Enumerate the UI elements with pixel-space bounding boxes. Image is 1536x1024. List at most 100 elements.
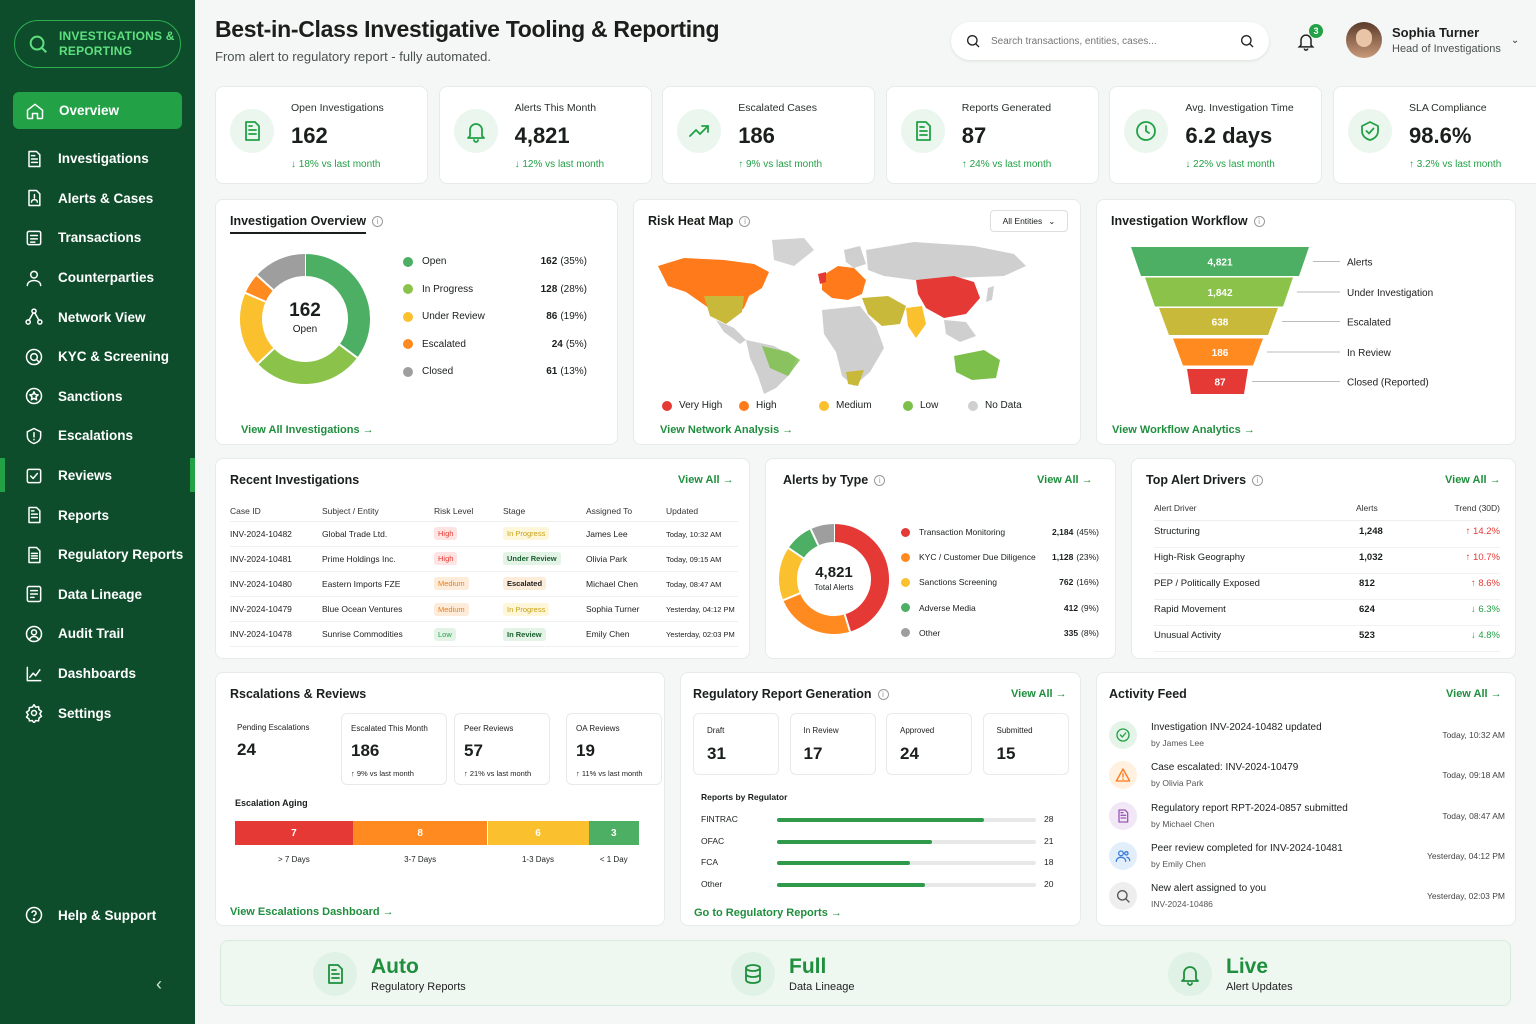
sidebar-item-sanctions[interactable]: Sanctions: [0, 377, 195, 417]
go-to-regulatory-reports-link[interactable]: Go to Regulatory Reports →: [694, 907, 842, 919]
info-icon[interactable]: i: [874, 475, 886, 486]
sidebar-item-settings[interactable]: Settings: [0, 693, 195, 733]
donut-segment[interactable]: [256, 254, 306, 291]
sidebar-item-overview[interactable]: Overview: [13, 92, 182, 129]
donut-segment[interactable]: [304, 254, 370, 358]
kpi-card[interactable]: Alerts This Month 4,821 ↓ 12% vs last mont…: [438, 86, 652, 184]
driver-row[interactable]: Structuring 1,248 ↑ 14.2%: [1154, 526, 1500, 548]
escalation-stat-card[interactable]: OA Reviews 19 ↑ 11% vs last month: [566, 713, 662, 785]
info-icon[interactable]: i: [372, 216, 384, 227]
funnel-stage[interactable]: [1145, 277, 1293, 307]
sidebar-item-alerts-cases[interactable]: Alerts & Cases: [0, 179, 195, 219]
sidebar-item-escalations[interactable]: Escalations: [0, 416, 195, 456]
view-workflow-analytics-link[interactable]: View Workflow Analytics →: [1112, 424, 1255, 436]
regulator-bar-fill[interactable]: [777, 861, 911, 866]
aging-segment[interactable]: 6: [487, 821, 589, 845]
donut-segment[interactable]: [833, 524, 889, 632]
legend-dot: [819, 400, 829, 411]
view-all-activity-link[interactable]: View All →: [1446, 688, 1502, 700]
sidebar-item-kyc-screening[interactable]: KYC & Screening: [0, 337, 195, 377]
table-row[interactable]: INV-2024-10479 Blue Ocean Ventures Medium I…: [230, 596, 738, 623]
donut-segment[interactable]: [240, 292, 275, 364]
sidebar-item-reports[interactable]: Reports: [0, 495, 195, 535]
view-all-regulatory-link[interactable]: View All →: [1011, 688, 1067, 700]
help-support-link[interactable]: Help & Support: [24, 905, 156, 925]
search-input[interactable]: [991, 35, 1239, 47]
view-all-alerts-link[interactable]: View All →: [1037, 474, 1093, 486]
page-subtitle: From alert to regulatory report - fully …: [215, 49, 492, 64]
donut-segment[interactable]: [788, 529, 819, 559]
activity-item[interactable]: Case escalated: INV-2024-10479 by Olivia …: [1109, 758, 1505, 794]
sidebar-item-counterparties[interactable]: Counterparties: [0, 258, 195, 298]
sidebar-item-dashboards[interactable]: Dashboards: [0, 654, 195, 694]
sidebar-item-regulatory-reports[interactable]: Regulatory Reports: [0, 535, 195, 575]
view-all-investigations-table-link[interactable]: View All →: [678, 474, 734, 486]
regulator-bar-fill[interactable]: [777, 818, 985, 822]
activity-item[interactable]: New alert assigned to you INV-2024-10486 Y…: [1109, 879, 1505, 915]
kpi-card[interactable]: Avg. Investigation Time 6.2 days ↓ 22% vs …: [1109, 86, 1323, 184]
regulatory-stat-card[interactable]: In Review 17: [789, 713, 876, 775]
driver-row[interactable]: Rapid Movement 624 ↓ 6.3%: [1154, 604, 1500, 626]
activity-item[interactable]: Regulatory report RPT-2024-0857 submitte…: [1109, 799, 1505, 835]
kpi-card[interactable]: Reports Generated 87 ↑ 24% vs last month: [885, 86, 1099, 184]
funnel-stage[interactable]: [1159, 308, 1278, 335]
driver-row[interactable]: PEP / Politically Exposed 812 ↑ 8.6%: [1154, 578, 1500, 600]
escalation-stat-card[interactable]: Escalated This Month 186 ↑ 9% vs last mont…: [341, 713, 447, 785]
app-logo[interactable]: INVESTIGATIONS & REPORTING: [14, 20, 181, 68]
donut-segment[interactable]: [257, 344, 358, 384]
sidebar-item-transactions[interactable]: Transactions: [0, 218, 195, 258]
funnel-stage[interactable]: [1173, 338, 1263, 366]
kpi-card[interactable]: Escalated Cases 186 ↑ 9% vs last month: [662, 86, 876, 184]
funnel-stage[interactable]: [1131, 247, 1309, 276]
regulatory-stat-card[interactable]: Submitted 15: [982, 713, 1069, 775]
kpi-card[interactable]: SLA Compliance 98.6% ↑ 3.2% vs last month: [1333, 86, 1536, 184]
regulator-bar-fill[interactable]: [777, 839, 933, 844]
notification-bell-icon[interactable]: [1296, 30, 1316, 52]
regulatory-stat-card[interactable]: Approved 24: [886, 713, 972, 775]
sidebar-item-network-view[interactable]: Network View: [0, 297, 195, 337]
donut-segment[interactable]: [245, 275, 274, 303]
regulator-bar-fill[interactable]: [777, 883, 925, 888]
table-row[interactable]: INV-2024-10480 Eastern Imports FZE Medium E…: [230, 571, 738, 598]
info-icon[interactable]: i: [1252, 475, 1264, 486]
sidebar-item-data-lineage[interactable]: Data Lineage: [0, 575, 195, 615]
stage-badge: In Review: [503, 627, 546, 641]
table-row[interactable]: INV-2024-10482 Global Trade Ltd. High In Pr…: [230, 521, 738, 547]
page-header: Best-in-Class Investigative Tooling & Re…: [215, 16, 720, 64]
table-row[interactable]: INV-2024-10481 Prime Holdings Inc. High Und…: [230, 546, 738, 572]
sidebar-item-reviews[interactable]: Reviews: [0, 456, 195, 496]
donut-segment[interactable]: [810, 524, 835, 546]
driver-row[interactable]: High-Risk Geography 1,032 ↑ 10.7%: [1154, 552, 1500, 574]
entity-filter-select[interactable]: All Entities ⌄: [990, 210, 1068, 232]
escalation-stat-card[interactable]: Pending Escalations 24: [228, 713, 334, 785]
regulatory-stat-card[interactable]: Draft 31: [693, 713, 779, 775]
collapse-sidebar-button[interactable]: ‹: [156, 974, 162, 994]
funnel-stage[interactable]: [1187, 369, 1248, 394]
sidebar-item-investigations[interactable]: Investigations: [0, 139, 195, 179]
donut-segment[interactable]: [783, 592, 850, 634]
info-icon[interactable]: i: [877, 689, 889, 700]
view-all-drivers-link[interactable]: View All →: [1445, 474, 1501, 486]
kpi-card[interactable]: Open Investigations 162 ↓ 18% vs last mont…: [215, 86, 428, 184]
sidebar-item-audit-trail[interactable]: Audit Trail: [0, 614, 195, 654]
aging-segment[interactable]: 8: [352, 821, 488, 845]
donut-segment[interactable]: [779, 548, 804, 601]
info-icon[interactable]: i: [739, 216, 751, 227]
legend-dot: [901, 628, 910, 638]
info-icon[interactable]: i: [1253, 216, 1265, 227]
activity-item[interactable]: Peer review completed for INV-2024-10481…: [1109, 839, 1505, 875]
user-menu[interactable]: Sophia Turner Head of Investigations ⌄: [1346, 22, 1519, 58]
world-map[interactable]: [654, 236, 1034, 396]
view-escalations-dashboard-link[interactable]: View Escalations Dashboard →: [230, 906, 394, 918]
aging-segment[interactable]: 3: [588, 821, 639, 845]
table-row[interactable]: INV-2024-10478 Sunrise Commodities Low In R…: [230, 621, 738, 648]
activity-item[interactable]: Investigation INV-2024-10482 updated by J…: [1109, 718, 1505, 754]
aging-segment[interactable]: 7: [235, 821, 353, 845]
kpi-label: SLA Compliance: [1409, 102, 1487, 114]
view-all-investigations-link[interactable]: View All Investigations →: [241, 424, 374, 436]
search-submit-icon[interactable]: [1239, 33, 1255, 49]
view-network-analysis-link[interactable]: View Network Analysis →: [660, 424, 794, 436]
activity-by: by James Lee: [1151, 738, 1204, 748]
driver-row[interactable]: Unusual Activity 523 ↓ 4.8%: [1154, 630, 1500, 652]
escalation-stat-card[interactable]: Peer Reviews 57 ↑ 21% vs last month: [454, 713, 550, 785]
